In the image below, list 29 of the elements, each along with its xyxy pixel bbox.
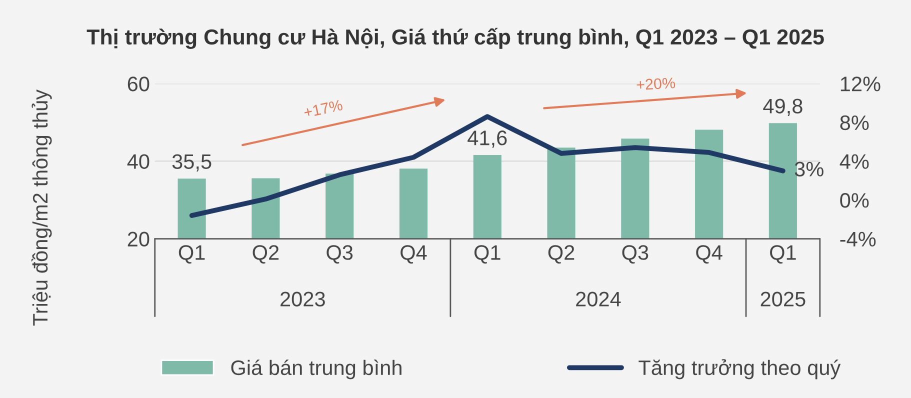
x-tick-label: Q4: [400, 245, 427, 264]
y2-tick-label: 12%: [840, 76, 880, 92]
y-tick-label: 40: [127, 154, 150, 169]
text: 2024: [576, 292, 621, 306]
y2-tick-label: 0%: [840, 192, 869, 208]
y2-tick-label: 8%: [840, 115, 869, 130]
legend-label: Tăng trưởng theo quý: [638, 359, 841, 380]
data-label: 41,6: [468, 130, 507, 148]
text: 2025: [760, 292, 806, 306]
chart-title: Thị trường Chung cư Hà Nội, Giá thứ cấp trung bình, Q1 2023 – Q1 2025: [86, 28, 824, 49]
y-tick-label: 20: [128, 232, 150, 247]
x-tick-label: Q4: [696, 245, 722, 264]
data-label: 35,5: [172, 154, 212, 172]
annotation: +17%: [303, 99, 343, 118]
x-tick-label: Q3: [326, 245, 353, 264]
legend-label: Giá bán trung bình: [231, 360, 402, 380]
x-tick-label: Q1: [474, 245, 500, 264]
x-tick-label: Q1: [770, 245, 796, 264]
x-tick-label: Q3: [622, 245, 648, 264]
x-tick-label: Q2: [252, 245, 279, 264]
x-tick-label: Q1: [178, 245, 205, 264]
data-label: 49,8: [763, 98, 802, 116]
text: 2023: [280, 292, 325, 306]
y2-tick-label: 4%: [840, 154, 869, 169]
y-tick-label: 60: [128, 76, 150, 92]
y2-tick-label: -4%: [840, 232, 876, 246]
y-axis-title: Triệu đồng/m2 thông thủy: [31, 89, 52, 326]
annotation: +20%: [636, 77, 676, 90]
x-tick-label: Q2: [548, 245, 574, 264]
